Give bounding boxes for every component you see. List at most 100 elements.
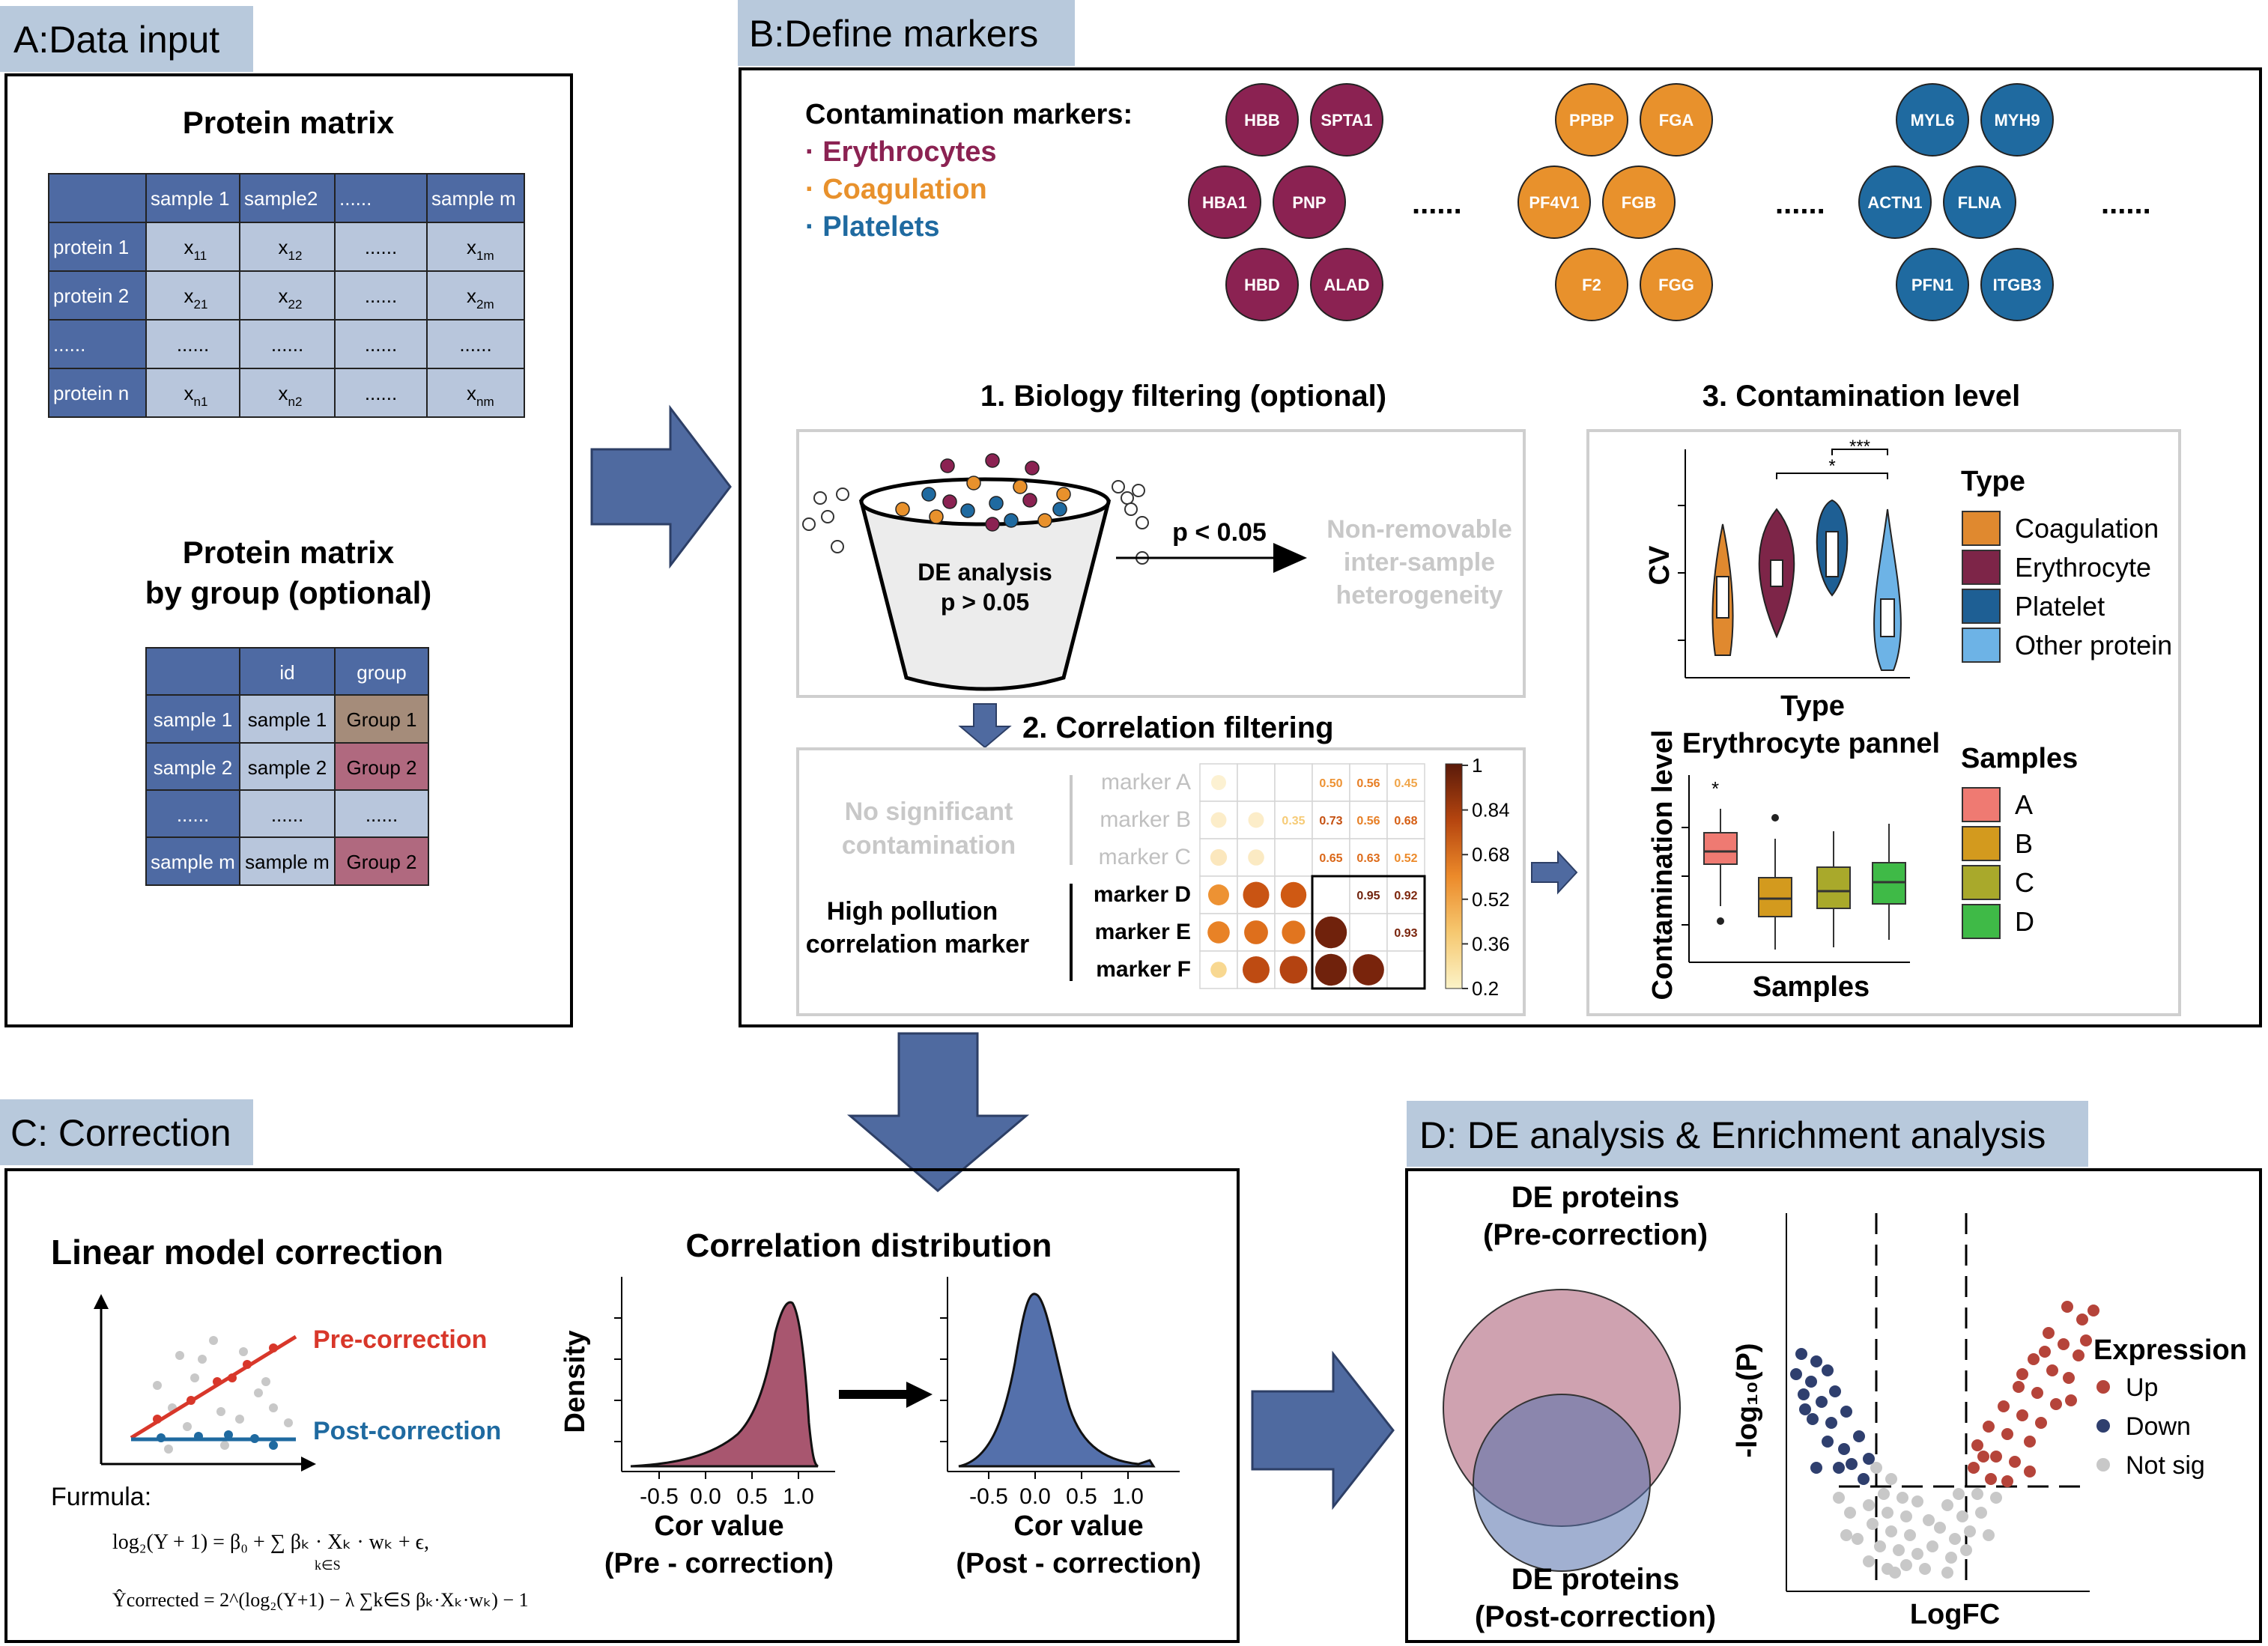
corr-circle bbox=[1210, 812, 1227, 828]
p-value-label: p < 0.05 bbox=[1172, 518, 1267, 547]
volcano-point-notsig bbox=[1941, 1567, 1953, 1579]
correlation-filtering-box bbox=[796, 747, 1526, 1016]
marker-label: FGB bbox=[1622, 193, 1656, 212]
volcano-point-notsig bbox=[1919, 1563, 1931, 1575]
corr-grid-cell bbox=[1349, 913, 1388, 952]
volcano-point-up bbox=[2028, 1353, 2040, 1365]
volcano-point-up bbox=[2016, 1409, 2028, 1421]
matrix-cell bbox=[48, 173, 147, 223]
corr-circle bbox=[1244, 920, 1268, 944]
sig-label-1: *** bbox=[1849, 437, 1870, 457]
volcano-legend-dot bbox=[2096, 1458, 2110, 1472]
matrix-cell bbox=[48, 319, 147, 369]
panel-a-title: A:Data input bbox=[13, 19, 219, 61]
violin-plot: CV Type *** * bbox=[1644, 437, 1910, 722]
pre-density-plot: -0.5 0.0 0.5 1.0 bbox=[614, 1277, 835, 1509]
volcano-legend-label: Down bbox=[2126, 1412, 2191, 1441]
panel-c-frame bbox=[4, 1168, 1240, 1643]
colorbar-tick-label: 0.84 bbox=[1472, 799, 1510, 822]
volcano-point-notsig bbox=[1863, 1555, 1875, 1567]
pre-xlabel: Cor value bbox=[654, 1510, 783, 1542]
volcano-point-up bbox=[2039, 1346, 2051, 1358]
lm-gray-point bbox=[209, 1336, 218, 1345]
p-value-arrowhead bbox=[1273, 543, 1307, 573]
volcano-point-up bbox=[2050, 1398, 2062, 1410]
violin-legend-swatch bbox=[1962, 628, 2001, 663]
boxplot-title: Erythrocyte pannel bbox=[1682, 728, 1940, 759]
volcano-point-up bbox=[2073, 1349, 2084, 1361]
colorbar-ticks: 1 0.84 0.68 0.52 0.36 0.2 bbox=[1462, 754, 1510, 1000]
group-matrix-header-label: group bbox=[357, 661, 407, 684]
sig-bracket-2 bbox=[1776, 473, 1888, 479]
corr-highlight-box bbox=[1311, 875, 1426, 990]
corr-grid-cell bbox=[1274, 838, 1313, 877]
funnel-outside-dot bbox=[831, 540, 844, 553]
no-sig-line-1: No significant bbox=[845, 798, 1013, 826]
group-matrix-cell-value: sample 1 bbox=[248, 708, 327, 731]
funnel-dot bbox=[1004, 513, 1019, 528]
violin-legend: Coagulation Erythrocyte Platelet Other prot… bbox=[1962, 511, 2172, 663]
volcano-point-down bbox=[1863, 1453, 1875, 1465]
volcano-point-up bbox=[1998, 1400, 2010, 1412]
category-coagulation: · Coagulation bbox=[805, 174, 987, 205]
corr-row-label-gray: marker C bbox=[1099, 845, 1191, 869]
corr-grid-cell bbox=[1274, 801, 1313, 839]
density-tick-label: -0.5 bbox=[969, 1484, 1008, 1509]
corr-value-label: 0.52 bbox=[1394, 852, 1417, 865]
corr-row-label-gray: marker B bbox=[1100, 807, 1191, 832]
funnel-dot bbox=[940, 458, 955, 473]
lm-gray-point bbox=[175, 1351, 184, 1360]
volcano-xlabel: LogFC bbox=[1910, 1599, 2000, 1630]
volcano-point-down bbox=[1807, 1413, 1819, 1425]
protein-matrix-group-title-2: by group (optional) bbox=[145, 575, 432, 610]
volcano-point-up bbox=[2035, 1417, 2047, 1429]
volcano-point-notsig bbox=[1926, 1540, 1938, 1552]
volcano-point-notsig bbox=[1904, 1529, 1916, 1541]
box-b bbox=[1758, 877, 1792, 917]
panel-d: D: DE analysis & Enrichment analysis DE … bbox=[1405, 1101, 2262, 1643]
funnel-outside-dot bbox=[836, 488, 849, 501]
funnel-dot bbox=[942, 494, 957, 509]
funnel-dots bbox=[802, 453, 1149, 565]
volcano-point-notsig bbox=[1870, 1462, 1882, 1474]
funnel-dot bbox=[1056, 487, 1071, 502]
volcano-point-notsig bbox=[1923, 1514, 1935, 1526]
corr-value-label: 0.35 bbox=[1282, 815, 1305, 827]
group-matrix-cell-value: Group 2 bbox=[347, 756, 417, 779]
corr-circle bbox=[1282, 920, 1306, 944]
volcano-ylabel: -log₁₀(P) bbox=[1732, 1343, 1763, 1457]
corr-grid-cell bbox=[1312, 838, 1350, 877]
volcano-point-notsig bbox=[1953, 1488, 1965, 1500]
outcome-line-1: Non-removable bbox=[1326, 515, 1512, 544]
group-matrix-cell-value: Group 2 bbox=[347, 851, 417, 873]
marker-label: ITGB3 bbox=[1993, 276, 2042, 294]
corr-value-label: 0.56 bbox=[1356, 815, 1380, 827]
formula-1: log₂(Y + 1) = β₀ + ∑ βₖ · Xₖ · wₖ + ϵ, bbox=[112, 1531, 429, 1554]
violin-legend-swatch bbox=[1962, 511, 2001, 546]
volcano-point-up bbox=[1985, 1473, 1997, 1485]
marker-label: HBA1 bbox=[1202, 193, 1247, 212]
category-erythrocytes: · Erythrocytes bbox=[805, 136, 997, 168]
volcano-point-down bbox=[1795, 1348, 1807, 1360]
corr-circle bbox=[1315, 916, 1347, 949]
volcano-point-down bbox=[1853, 1430, 1865, 1442]
colorbar-tick-label: 0.36 bbox=[1472, 932, 1510, 955]
volcano-point-notsig bbox=[1911, 1548, 1923, 1560]
volcano-point-down bbox=[1825, 1417, 1837, 1429]
lm-gray-point bbox=[216, 1407, 225, 1416]
volcano-point-down bbox=[1799, 1403, 1811, 1415]
arrow-bio-to-corr bbox=[958, 703, 1012, 749]
matrix-cell bbox=[334, 270, 428, 321]
contamination-markers-label: Contamination markers: bbox=[805, 99, 1133, 130]
marker-circle bbox=[1517, 165, 1591, 239]
corr-grid-cell bbox=[1349, 875, 1388, 914]
funnel-dot bbox=[1037, 513, 1052, 528]
volcano-point-down bbox=[1858, 1473, 1870, 1485]
corr-circle bbox=[1211, 775, 1226, 790]
ellipsis-2: ...... bbox=[1775, 187, 1825, 220]
volcano-point-notsig bbox=[1840, 1529, 1852, 1541]
funnel-outside-dot bbox=[1112, 480, 1125, 494]
matrix-cell bbox=[239, 222, 336, 272]
corr-value-label: 0.92 bbox=[1394, 890, 1417, 902]
protein-matrix-title: Protein matrix bbox=[183, 105, 395, 140]
